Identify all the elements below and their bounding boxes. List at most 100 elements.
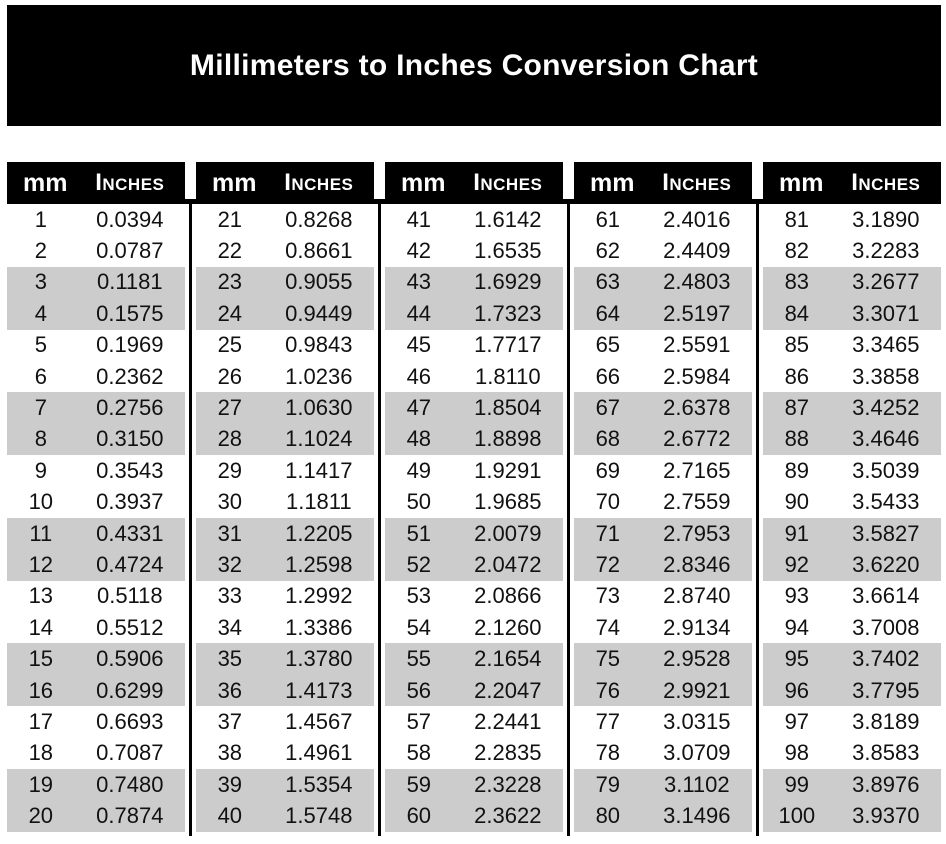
inches-value: 2.2047 (474, 677, 542, 703)
table-row: 45 1.7717 (385, 330, 563, 361)
table-gap (185, 162, 196, 836)
table-row: 68 2.6772 (574, 423, 752, 456)
table-row: 97 3.8189 (763, 706, 941, 737)
table-row: 15 0.5906 (7, 643, 185, 675)
inches-value: 2.4803 (663, 269, 731, 295)
mm-value: 5 (34, 332, 47, 358)
inches-value: 1.5354 (285, 771, 353, 797)
mm-value: 36 (217, 677, 243, 703)
mm-value: 79 (595, 771, 621, 797)
table-row: 28 1.1024 (196, 423, 374, 456)
mm-value: 70 (595, 489, 621, 515)
inches-value: 3.9370 (852, 803, 920, 829)
inches-value: 0.8268 (285, 206, 353, 232)
inches-value: 1.6535 (474, 238, 542, 264)
inches-value: 1.6142 (474, 206, 542, 232)
table-row: 85 3.3465 (763, 330, 941, 361)
table-row: 55 2.1654 (385, 643, 563, 675)
inches-value: 0.0787 (96, 238, 164, 264)
inches-value: 1.9291 (474, 457, 542, 483)
inches-value: 1.7323 (474, 300, 542, 326)
mm-value: 32 (217, 551, 243, 577)
mm-value: 97 (784, 708, 810, 734)
conversion-table-column: mm Inches 41 1.6142 42 1.6535 43 1.6929 44 1.7323… (385, 162, 563, 832)
table-row: 72 2.8346 (574, 549, 752, 581)
mm-value: 26 (217, 363, 243, 389)
inches-value: 2.6378 (663, 395, 731, 421)
table-row: 7 0.2756 (7, 392, 185, 424)
inches-value: 3.4646 (852, 426, 920, 452)
mm-value: 8 (34, 426, 47, 452)
inches-value: 2.9134 (663, 614, 731, 640)
header-underline (752, 199, 763, 204)
inches-value: 2.4409 (663, 238, 731, 264)
mm-value: 34 (217, 614, 243, 640)
mm-value: 68 (595, 426, 621, 452)
inches-value: 0.3937 (96, 489, 164, 515)
inches-value: 3.1102 (663, 771, 730, 797)
inches-value: 2.5591 (663, 332, 731, 358)
inches-value: 3.1496 (663, 803, 731, 829)
mm-value: 57 (406, 708, 432, 734)
mm-value: 66 (595, 363, 621, 389)
inches-value: 1.0630 (285, 395, 353, 421)
table-row: 84 3.3071 (763, 298, 941, 330)
table-row: 73 2.8740 (574, 581, 752, 612)
mm-value: 30 (217, 489, 243, 515)
mm-value: 56 (406, 677, 432, 703)
inches-value: 3.5039 (852, 457, 920, 483)
mm-value: 29 (217, 457, 243, 483)
inches-value: 2.0866 (474, 583, 542, 609)
mm-value: 60 (406, 803, 432, 829)
mm-value: 98 (784, 740, 810, 766)
inches-value: 1.7717 (474, 332, 542, 358)
inches-value: 3.0315 (663, 708, 731, 734)
mm-value: 61 (595, 206, 621, 232)
inches-value: 1.4567 (285, 708, 353, 734)
mm-value: 38 (217, 740, 243, 766)
table-row: 14 0.5512 (7, 612, 185, 643)
inches-value: 2.3622 (474, 803, 542, 829)
table-row: 76 2.9921 (574, 674, 752, 707)
table-row: 33 1.2992 (196, 581, 374, 612)
mm-column-header: mm (779, 168, 824, 197)
header-underline (185, 199, 196, 204)
inches-value: 1.4961 (285, 740, 353, 766)
inches-value: 0.7480 (96, 771, 164, 797)
mm-value: 31 (217, 520, 243, 546)
mm-value: 64 (595, 300, 621, 326)
mm-value: 46 (406, 363, 432, 389)
table-row: 42 1.6535 (385, 235, 563, 266)
table-row: 4 0.1575 (7, 298, 185, 330)
inches-value: 3.6220 (852, 551, 920, 577)
table-row: 50 1.9685 (385, 487, 563, 518)
table-row: 77 3.0315 (574, 706, 752, 737)
table-row: 19 0.7480 (7, 769, 185, 801)
inches-value: 2.3228 (474, 771, 542, 797)
inches-value: 2.1654 (474, 646, 542, 672)
table-row: 98 3.8583 (763, 738, 941, 769)
mm-value: 47 (406, 395, 432, 421)
inches-value: 0.1575 (96, 300, 164, 326)
inches-value: 3.8189 (852, 708, 920, 734)
inches-value: 3.2677 (852, 269, 920, 295)
mm-value: 14 (28, 614, 54, 640)
table-row: 40 1.5748 (196, 800, 374, 832)
mm-value: 25 (217, 332, 243, 358)
mm-value: 85 (784, 332, 810, 358)
mm-value: 100 (778, 803, 816, 829)
table-row: 96 3.7795 (763, 674, 941, 707)
mm-value: 24 (217, 300, 243, 326)
inches-value: 2.2441 (474, 708, 542, 734)
table-row: 36 1.4173 (196, 674, 374, 707)
inches-value: 2.2835 (474, 740, 542, 766)
column-divider-line (189, 204, 192, 836)
inches-value: 2.5984 (663, 363, 731, 389)
table-row: 47 1.8504 (385, 392, 563, 424)
mm-value: 62 (595, 238, 621, 264)
mm-value: 93 (784, 583, 810, 609)
table-row: 21 0.8268 (196, 204, 374, 235)
table-header: mm Inches (385, 162, 563, 204)
table-row: 94 3.7008 (763, 612, 941, 643)
